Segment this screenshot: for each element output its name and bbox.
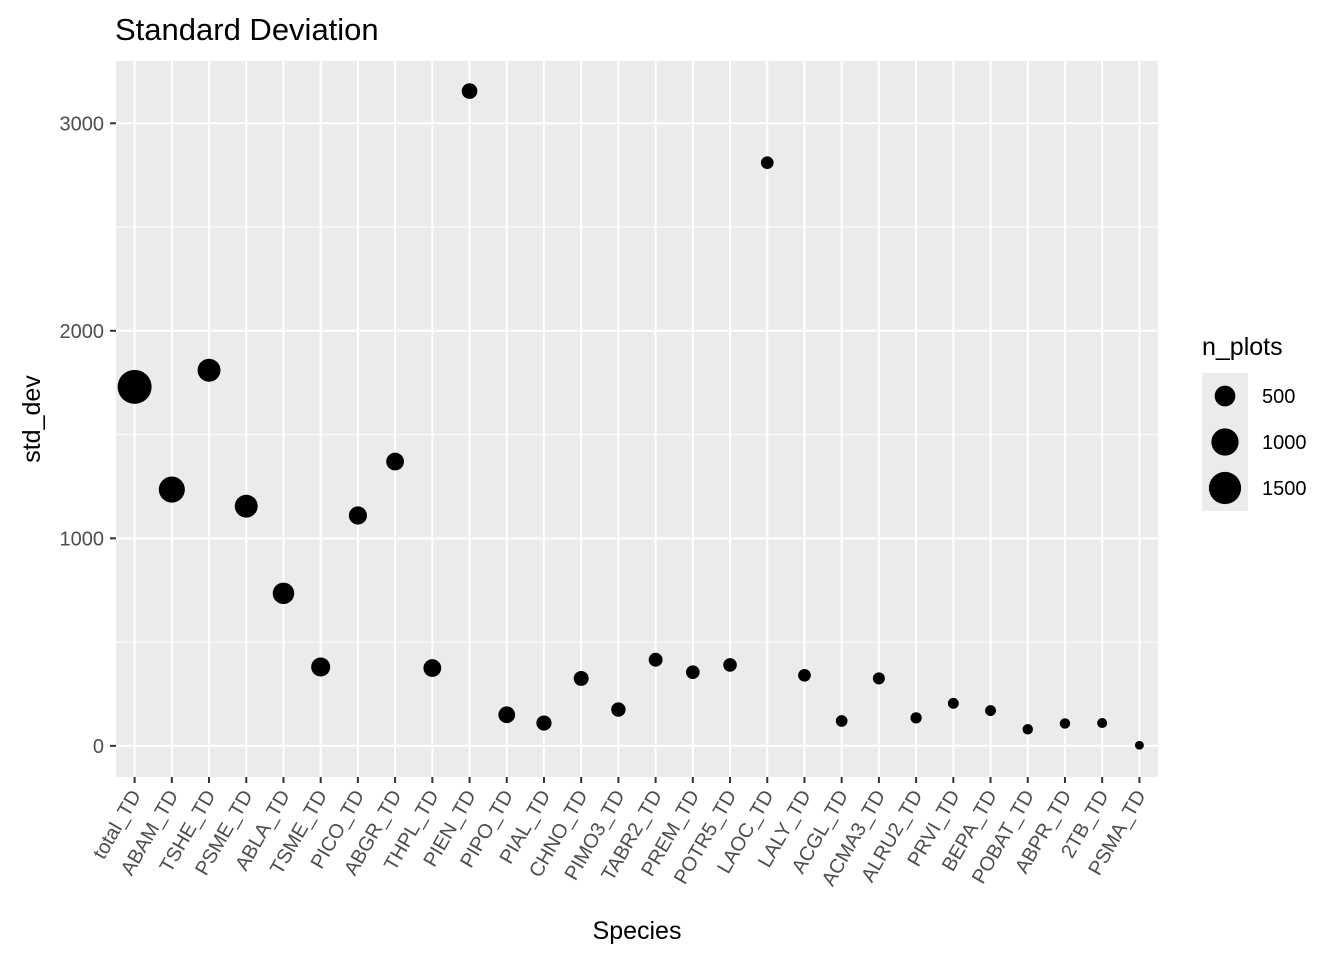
data-point xyxy=(872,672,885,685)
chart-title: Standard Deviation xyxy=(115,12,379,47)
y-tick-label: 1000 xyxy=(60,528,105,550)
data-point xyxy=(1022,724,1033,735)
legend-label: 1000 xyxy=(1262,432,1307,454)
legend-key-point xyxy=(1211,428,1239,456)
legend-key-point xyxy=(1208,471,1242,505)
data-point xyxy=(498,706,516,724)
data-point xyxy=(1134,740,1144,750)
data-point xyxy=(158,476,185,503)
data-point xyxy=(117,369,152,404)
data-point xyxy=(461,83,478,99)
data-point xyxy=(423,659,442,677)
x-axis: total_TDABAM_TDTSHE_TDPSME_TDABLA_TDTSME… xyxy=(89,777,1151,890)
data-point xyxy=(947,697,959,709)
data-point xyxy=(386,452,404,471)
data-point xyxy=(985,705,996,717)
data-point xyxy=(573,670,589,686)
data-point xyxy=(723,658,737,672)
data-point xyxy=(760,156,774,170)
data-point xyxy=(835,715,848,727)
legend-label: 1500 xyxy=(1262,478,1307,500)
y-tick-label: 3000 xyxy=(60,113,105,135)
y-tick-label: 2000 xyxy=(60,321,105,343)
data-point xyxy=(1097,718,1108,729)
data-points xyxy=(117,83,1144,750)
legend-key-point xyxy=(1214,385,1236,407)
data-point xyxy=(648,652,663,667)
plot-panel xyxy=(116,61,1158,777)
data-point xyxy=(1059,718,1071,729)
data-point xyxy=(686,665,700,680)
grid-lines xyxy=(116,61,1158,777)
data-point xyxy=(910,712,922,724)
size-legend: n_plots 500 1000 1500 xyxy=(1202,333,1307,511)
y-axis-title: std_dev xyxy=(18,375,46,463)
data-point xyxy=(197,358,221,382)
x-axis-title: Species xyxy=(593,917,682,945)
y-tick-label: 0 xyxy=(93,736,104,758)
data-point xyxy=(348,506,367,525)
data-point xyxy=(798,668,811,682)
data-point xyxy=(311,657,331,677)
data-point xyxy=(611,702,626,717)
legend-label: 500 xyxy=(1262,386,1295,408)
y-axis: 0 1000 2000 3000 xyxy=(60,113,116,758)
data-point xyxy=(536,715,552,731)
data-point xyxy=(234,494,258,518)
legend-title: n_plots xyxy=(1202,333,1283,361)
data-point xyxy=(272,582,295,605)
